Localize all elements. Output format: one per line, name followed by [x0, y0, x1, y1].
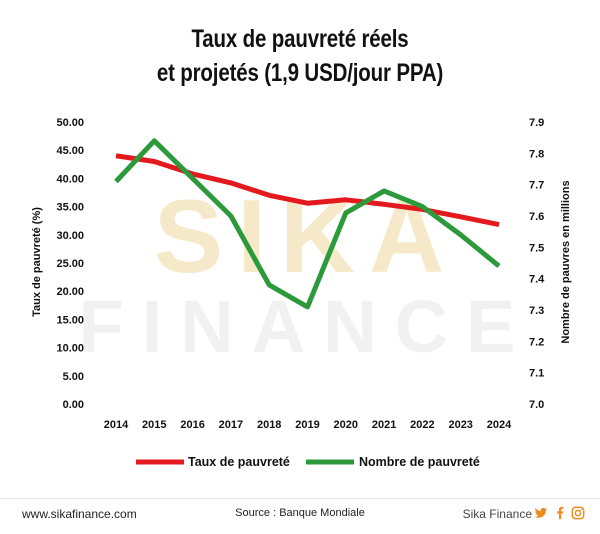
chart-title: Taux de pauvreté réels et projetés (1,9 … [54, 22, 546, 90]
y-tick-label: 20.00 [56, 286, 84, 298]
y-tick-label: 30.00 [56, 230, 84, 242]
y-tick-label: 50.00 [56, 117, 84, 129]
series-group [114, 138, 501, 310]
y-axis-label: Taux de pauvreté (%) [31, 207, 43, 317]
legend-label-series-1: Taux de pauvreté [188, 455, 290, 469]
y2-tick-label: 7.5 [529, 242, 544, 254]
twitter-icon[interactable] [534, 506, 548, 520]
y2-tick-label: 7.0 [529, 399, 544, 411]
x-tick-label: 2024 [487, 419, 512, 431]
instagram-icon[interactable] [571, 506, 585, 520]
legend-label-series-2: Nombre de pauvreté [359, 455, 480, 469]
legend: Taux de pauvreté Nombre de pauvreté [136, 455, 480, 469]
x-tick-label: 2021 [372, 419, 396, 431]
y2-tick-label: 7.4 [529, 274, 545, 286]
y2-tick-label: 7.9 [529, 117, 544, 129]
x-tick-label: 2015 [142, 419, 166, 431]
y-tick-label: 5.00 [63, 371, 84, 383]
y2-tick-label: 7.3 [529, 305, 544, 317]
y-tick-label: 40.00 [56, 173, 84, 185]
y2-tick-label: 7.6 [529, 211, 544, 223]
y-tick-label: 15.00 [56, 314, 84, 326]
x-tick-label: 2023 [448, 419, 472, 431]
source-note: Source : Banque Mondiale [235, 507, 365, 519]
watermark-line-1: SIKA [154, 179, 458, 295]
chart-title-line-1: Taux de pauvreté réels [191, 25, 409, 53]
watermark: SIKA FINANCE [79, 179, 534, 368]
y-tick-label: 10.00 [56, 343, 84, 355]
x-tick-label: 2018 [257, 419, 281, 431]
footer-divider [0, 498, 600, 499]
y-tick-label: 0.00 [63, 399, 84, 411]
y-tick-label: 25.00 [56, 258, 84, 270]
chart-title-line-2: et projetés (1,9 USD/jour PPA) [156, 59, 444, 87]
x-tick-label: 2019 [295, 419, 319, 431]
x-tick-label: 2016 [180, 419, 204, 431]
y-tick-label: 45.00 [56, 145, 84, 157]
y2-tick-label: 7.8 [529, 148, 544, 160]
brand-name: Sika Finance [462, 507, 532, 521]
footer: www.sikafinance.com Source : Banque Mond… [0, 498, 600, 534]
site-link[interactable]: www.sikafinance.com [22, 507, 137, 521]
x-tick-label: 2014 [104, 419, 129, 431]
x-tick-label: 2020 [334, 419, 358, 431]
facebook-icon[interactable] [553, 506, 567, 520]
y2-axis-label: Nombre de pauvres en millions [560, 180, 572, 343]
y2-tick-label: 7.2 [529, 336, 544, 348]
x-tick-label: 2017 [219, 419, 243, 431]
watermark-line-2: FINANCE [79, 285, 534, 368]
y2-tick-label: 7.7 [529, 180, 544, 192]
x-tick-label: 2022 [410, 419, 434, 431]
y2-tick-label: 7.1 [529, 368, 544, 380]
axes-group: 0.00 5.00 10.00 15.00 20.00 25.00 30.00 35.00 40… [56, 117, 545, 431]
y-tick-label: 35.00 [56, 202, 84, 214]
line-chart: SIKA FINANCE 0.00 5.00 10.00 15.00 20.00 25.0… [31, 117, 572, 469]
